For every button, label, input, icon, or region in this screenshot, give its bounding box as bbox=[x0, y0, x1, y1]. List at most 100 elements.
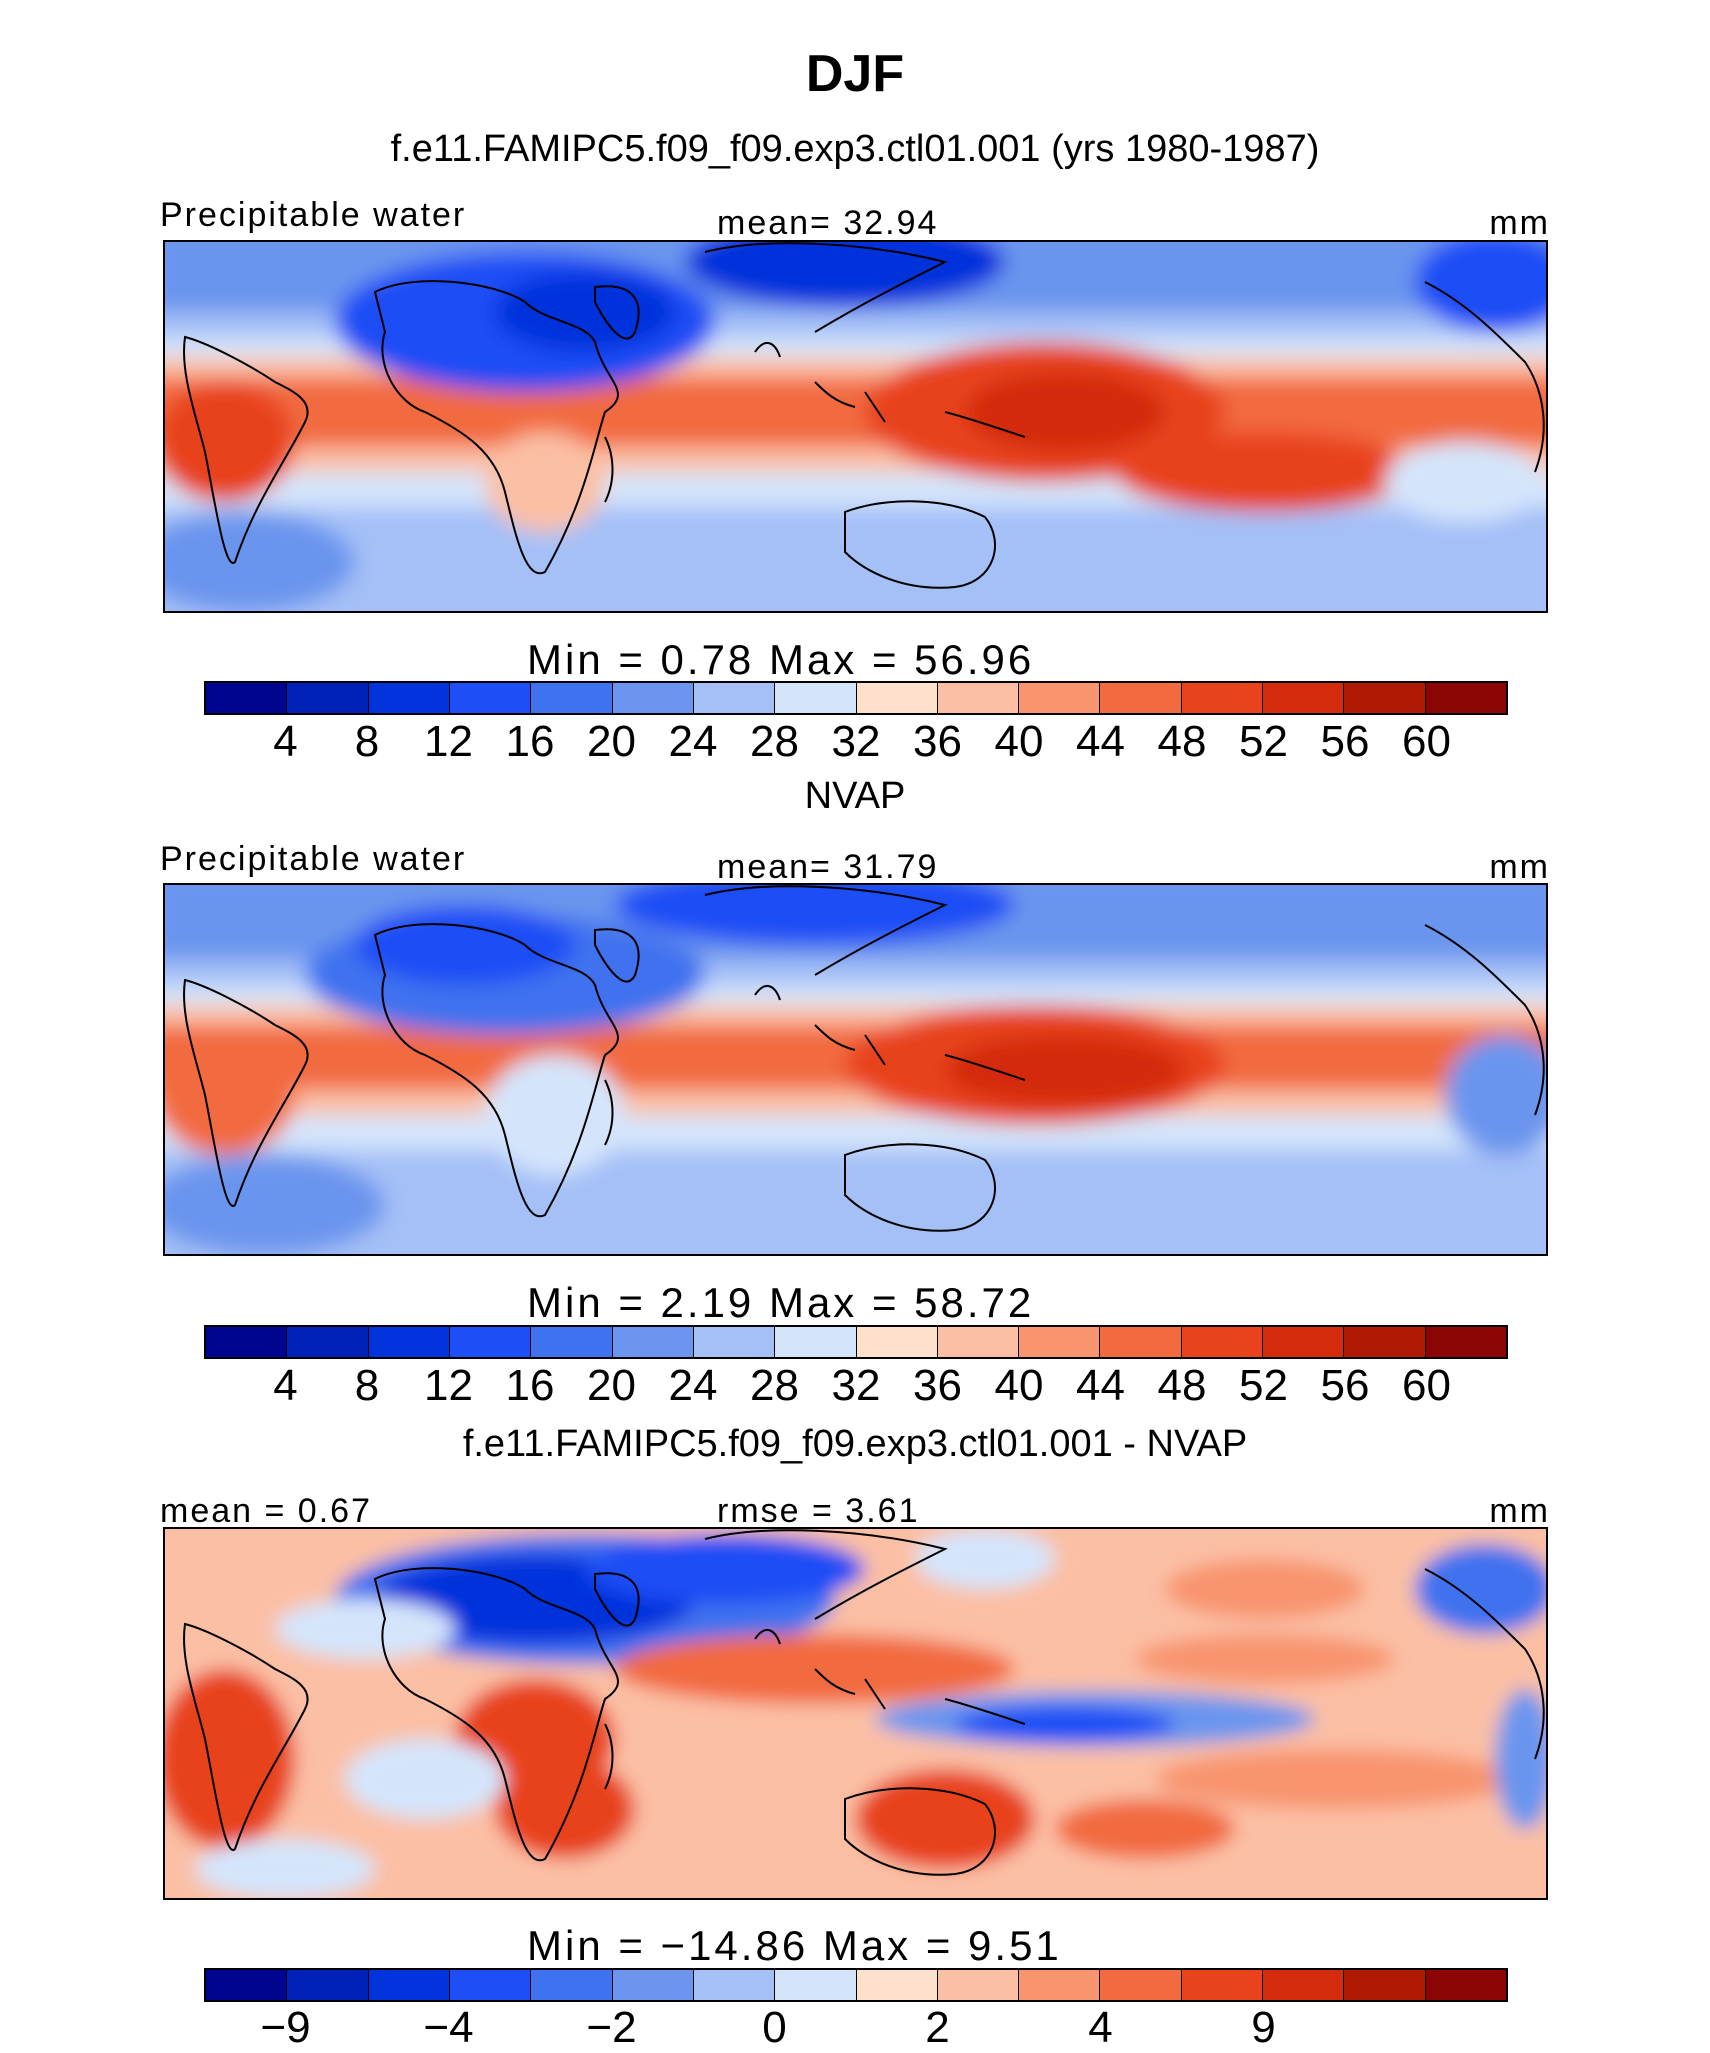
figure-title: DJF bbox=[805, 45, 905, 103]
colorbar-cell bbox=[531, 683, 613, 713]
colorbar-tick-label: 12 bbox=[424, 717, 473, 766]
panel-3-units-label: mm bbox=[1489, 1492, 1550, 1530]
panel-2-colorbar bbox=[204, 1325, 1508, 1359]
colorbar-cell bbox=[1181, 1970, 1264, 2000]
colorbar-tick-label: 8 bbox=[354, 1361, 380, 1410]
colorbar-cell bbox=[368, 1327, 450, 1357]
colorbar-tick-label: 40 bbox=[994, 1361, 1044, 1410]
colorbar-cell bbox=[206, 1970, 288, 2000]
panel-1-map-svg bbox=[165, 242, 1546, 611]
colorbar-cell bbox=[856, 683, 938, 713]
panel-1-title: f.e11.FAMIPC5.f09_f09.exp3.ctl01.001 (yr… bbox=[390, 128, 1320, 170]
colorbar-cell bbox=[368, 1970, 450, 2000]
colorbar-cell bbox=[1181, 1327, 1264, 1357]
colorbar-cell bbox=[937, 1970, 1020, 2000]
panel-2-coastlines bbox=[183, 885, 1545, 1232]
panel-1-field bbox=[165, 242, 1546, 611]
colorbar-cell bbox=[1263, 1970, 1345, 2000]
colorbar-tick-label: 36 bbox=[913, 717, 962, 766]
panel-3-field bbox=[165, 1529, 1546, 1898]
colorbar-tick-label: 52 bbox=[1239, 1361, 1288, 1410]
panel-2-variable-label: Precipitable water bbox=[160, 840, 467, 878]
colorbar-tick-label: 44 bbox=[1076, 1361, 1125, 1410]
colorbar-tick-label: 4 bbox=[273, 717, 298, 766]
panel-3-rmse-label: rmse = 3.61 bbox=[717, 1492, 920, 1530]
colorbar-cell bbox=[612, 1327, 694, 1357]
colorbar-cell bbox=[287, 1970, 369, 2000]
colorbar-tick-label: 48 bbox=[1157, 717, 1207, 766]
colorbar-cell bbox=[206, 683, 288, 713]
colorbar-tick-label: 28 bbox=[750, 1361, 799, 1410]
colorbar-tick-label: 20 bbox=[587, 717, 636, 766]
colorbar-cell bbox=[775, 683, 857, 713]
colorbar-cell bbox=[287, 1327, 369, 1357]
panel-2-mean-label: mean= 31.79 bbox=[717, 848, 939, 886]
colorbar-cell bbox=[937, 1327, 1020, 1357]
panel-3-minmax: Min = −14.86 Max = 9.51 bbox=[527, 1922, 1062, 1969]
colorbar-cell bbox=[856, 1327, 938, 1357]
colorbar-cell bbox=[856, 1970, 938, 2000]
panel-1-colorbar bbox=[204, 681, 1508, 715]
colorbar-cell bbox=[693, 683, 776, 713]
panel-2-map bbox=[163, 883, 1548, 1256]
panel-2-minmax: Min = 2.19 Max = 58.72 bbox=[527, 1279, 1035, 1326]
colorbar-tick-label: 52 bbox=[1239, 717, 1288, 766]
panel-2-map-svg bbox=[165, 885, 1546, 1254]
colorbar-cell bbox=[612, 1970, 694, 2000]
colorbar-tick-label: 20 bbox=[587, 1361, 636, 1410]
colorbar-cell bbox=[1181, 683, 1264, 713]
colorbar-cell bbox=[368, 683, 450, 713]
colorbar-cell bbox=[1100, 1327, 1182, 1357]
colorbar-tick-label: 56 bbox=[1320, 717, 1370, 766]
colorbar-tick-label: 28 bbox=[750, 717, 799, 766]
panel-3-coastlines bbox=[183, 1529, 1545, 1876]
colorbar-tick-label: 16 bbox=[505, 717, 555, 766]
colorbar-cell bbox=[531, 1970, 613, 2000]
colorbar-tick-label: 44 bbox=[1076, 717, 1125, 766]
colorbar-cell bbox=[612, 683, 694, 713]
colorbar-cell bbox=[1019, 1970, 1101, 2000]
panel-2-field bbox=[165, 885, 1546, 1254]
colorbar-cell bbox=[1344, 683, 1426, 713]
colorbar-cell bbox=[1100, 1970, 1182, 2000]
colorbar-tick-label: 60 bbox=[1402, 717, 1451, 766]
colorbar-tick-label: 48 bbox=[1157, 1361, 1207, 1410]
colorbar-cell bbox=[1425, 1327, 1506, 1357]
colorbar-tick-label: 2 bbox=[925, 2003, 950, 2052]
colorbar-tick-label: −2 bbox=[586, 2003, 637, 2052]
panel-1-coastlines bbox=[183, 242, 1545, 589]
colorbar-tick-label: 24 bbox=[668, 1361, 718, 1410]
colorbar-cell bbox=[287, 683, 369, 713]
panel-3-map-svg bbox=[165, 1529, 1546, 1898]
panel-3-title: f.e11.FAMIPC5.f09_f09.exp3.ctl01.001 - N… bbox=[462, 1423, 1248, 1465]
colorbar-cell bbox=[693, 1970, 776, 2000]
colorbar-cell bbox=[1344, 1327, 1426, 1357]
colorbar-cell bbox=[449, 1970, 532, 2000]
panel-2-title: NVAP bbox=[804, 775, 906, 817]
colorbar-tick-label: 8 bbox=[354, 717, 380, 766]
colorbar-cell bbox=[1019, 1327, 1101, 1357]
colorbar-cell bbox=[1019, 683, 1101, 713]
colorbar-cell bbox=[1425, 1970, 1506, 2000]
colorbar-tick-label: 0 bbox=[762, 2003, 787, 2052]
panel-1-mean-label: mean= 32.94 bbox=[717, 204, 939, 242]
colorbar-tick-label: 12 bbox=[424, 1361, 473, 1410]
colorbar-tick-label: 4 bbox=[273, 1361, 298, 1410]
colorbar-tick-label: 32 bbox=[831, 717, 881, 766]
colorbar-cell bbox=[1344, 1970, 1426, 2000]
colorbar-cell bbox=[775, 1970, 857, 2000]
colorbar-tick-label: 24 bbox=[668, 717, 718, 766]
colorbar-tick-label: −4 bbox=[423, 2003, 474, 2052]
colorbar-tick-label: 32 bbox=[831, 1361, 881, 1410]
colorbar-cell bbox=[937, 683, 1020, 713]
panel-2-units-label: mm bbox=[1489, 848, 1550, 886]
colorbar-tick-label: 56 bbox=[1320, 1361, 1370, 1410]
colorbar-tick-label: 16 bbox=[505, 1361, 555, 1410]
colorbar-tick-label: 36 bbox=[913, 1361, 962, 1410]
panel-1-map bbox=[163, 240, 1548, 613]
colorbar-cell bbox=[693, 1327, 776, 1357]
colorbar-cell bbox=[1263, 1327, 1345, 1357]
colorbar-cell bbox=[1263, 683, 1345, 713]
panel-3-mean-label: mean = 0.67 bbox=[160, 1492, 372, 1530]
colorbar-cell bbox=[206, 1327, 288, 1357]
